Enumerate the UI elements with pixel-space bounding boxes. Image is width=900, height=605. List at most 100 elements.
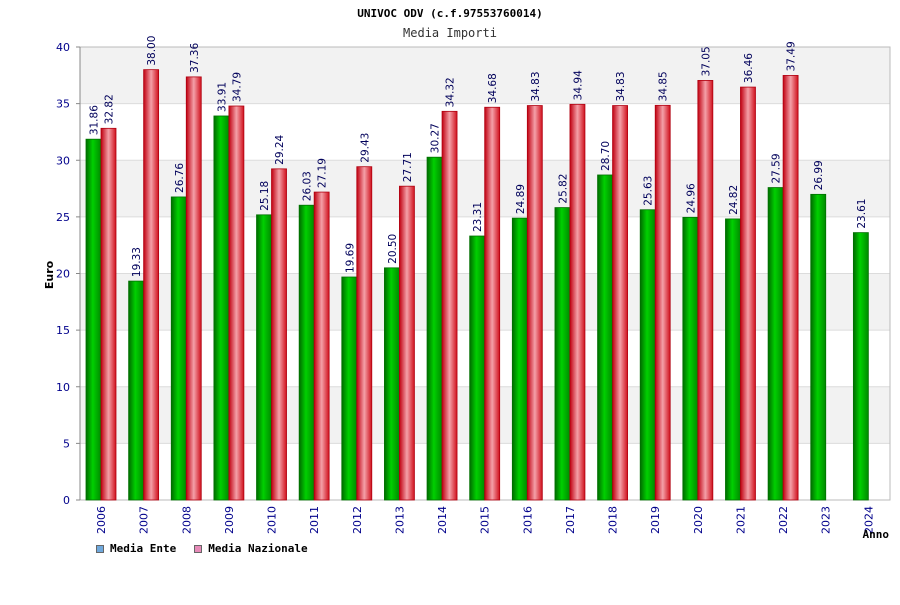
data-label: 37.49 bbox=[786, 41, 798, 71]
x-tick-label: 2019 bbox=[649, 506, 662, 534]
data-label: 27.59 bbox=[771, 153, 783, 183]
x-tick-label: 2014 bbox=[436, 506, 449, 534]
bar-media-nazionale bbox=[526, 105, 543, 501]
bar-media-ente bbox=[213, 115, 230, 501]
bar-media-nazionale bbox=[228, 105, 245, 501]
bar-media-nazionale bbox=[612, 105, 628, 501]
bar-media-ente bbox=[384, 267, 400, 501]
bar-media-nazionale bbox=[441, 110, 458, 501]
bar-media-nazionale bbox=[697, 80, 714, 501]
bars: 31.86 32.82 19.33 38.00 26.76 37.36 33.91 34.79… bbox=[85, 36, 869, 501]
bar-media-nazionale bbox=[143, 69, 160, 501]
x-tick-label: 2017 bbox=[564, 506, 577, 534]
data-label: 29.24 bbox=[274, 134, 286, 164]
x-tick-label: 2021 bbox=[734, 506, 747, 534]
data-label: 30.27 bbox=[430, 123, 442, 153]
data-label: 34.83 bbox=[530, 71, 542, 101]
x-tick-label: 2022 bbox=[777, 506, 790, 534]
data-label: 33.91 bbox=[216, 82, 228, 112]
bar-media-ente bbox=[128, 280, 145, 501]
y-tick-label: 35 bbox=[56, 98, 70, 111]
legend-swatch-media-ente bbox=[96, 544, 104, 553]
data-label: 34.32 bbox=[445, 77, 457, 107]
data-label: 23.31 bbox=[472, 202, 484, 232]
legend-label-media-nazionale: Media Nazionale bbox=[208, 542, 308, 555]
x-tick-label: 2020 bbox=[692, 506, 705, 534]
bar-media-nazionale bbox=[569, 103, 586, 501]
x-tick-label: 2007 bbox=[138, 506, 151, 534]
legend: Media Ente Media Nazionale bbox=[96, 542, 308, 555]
data-label: 28.70 bbox=[600, 141, 612, 171]
bar-media-nazionale bbox=[100, 127, 117, 501]
x-tick-label: 2010 bbox=[266, 506, 279, 534]
x-tick-label: 2023 bbox=[820, 506, 833, 534]
data-label: 26.76 bbox=[174, 163, 186, 193]
data-label: 27.19 bbox=[317, 158, 329, 188]
data-label: 36.46 bbox=[743, 53, 755, 83]
data-label: 24.89 bbox=[515, 184, 527, 214]
x-tick-label: 2015 bbox=[479, 506, 492, 534]
x-tick-label: 2008 bbox=[180, 506, 193, 534]
data-label: 37.05 bbox=[700, 46, 712, 76]
bar-media-ente bbox=[298, 204, 315, 501]
bar-media-ente bbox=[767, 187, 784, 501]
x-tick-label: 2006 bbox=[95, 506, 108, 534]
x-tick-label: 2011 bbox=[308, 506, 321, 534]
data-label: 24.96 bbox=[685, 183, 697, 213]
bar-media-nazionale bbox=[740, 86, 756, 501]
bar-media-nazionale bbox=[782, 75, 799, 501]
bar-media-ente bbox=[256, 214, 272, 501]
bar-media-nazionale bbox=[271, 168, 287, 501]
bar-media-ente bbox=[725, 218, 741, 501]
data-label: 20.50 bbox=[387, 234, 399, 264]
bar-media-ente bbox=[682, 216, 699, 501]
bar-media-ente bbox=[426, 156, 443, 501]
y-tick-label: 0 bbox=[63, 494, 70, 507]
bar-media-nazionale bbox=[484, 106, 501, 501]
data-label: 34.94 bbox=[572, 70, 584, 100]
y-axis-label: Euro bbox=[43, 260, 56, 289]
data-label: 32.82 bbox=[104, 94, 116, 124]
bar-media-nazionale bbox=[313, 191, 330, 501]
y-tick-label: 10 bbox=[56, 381, 70, 394]
data-label: 24.82 bbox=[728, 185, 740, 215]
bar-media-ente bbox=[852, 232, 869, 501]
x-tick-label: 2009 bbox=[223, 506, 236, 534]
chart-subtitle: Media Importi bbox=[403, 26, 497, 40]
bar-media-ente bbox=[469, 235, 486, 501]
bar-media-ente bbox=[511, 217, 528, 501]
data-label: 27.71 bbox=[402, 152, 414, 182]
y-tick-label: 30 bbox=[56, 154, 70, 167]
data-label: 19.33 bbox=[131, 247, 143, 277]
data-label: 31.86 bbox=[89, 105, 101, 135]
data-label: 25.18 bbox=[259, 181, 271, 211]
x-tick-label: 2012 bbox=[351, 506, 364, 534]
x-axis-label: Anno bbox=[863, 528, 890, 541]
chart-title: UNIVOC ODV (c.f.97553760014) bbox=[357, 7, 542, 20]
bar-media-ente bbox=[639, 209, 656, 501]
data-label: 19.69 bbox=[344, 243, 356, 273]
bar-media-ente bbox=[597, 174, 613, 501]
data-label: 34.83 bbox=[615, 71, 627, 101]
y-tick-label: 25 bbox=[56, 211, 70, 224]
y-tick-label: 5 bbox=[63, 437, 70, 450]
data-label: 34.68 bbox=[487, 73, 499, 103]
y-tick-label: 40 bbox=[56, 41, 70, 54]
x-tick-label: 2013 bbox=[393, 506, 406, 534]
data-label: 34.85 bbox=[658, 71, 670, 101]
legend-item-media-nazionale: Media Nazionale bbox=[194, 542, 308, 555]
data-label: 25.82 bbox=[557, 174, 569, 204]
bar-media-ente bbox=[810, 193, 827, 501]
data-label: 26.99 bbox=[813, 160, 825, 190]
x-tick-label: 2024 bbox=[862, 506, 875, 534]
data-label: 23.61 bbox=[856, 199, 868, 229]
bar-media-ente bbox=[341, 276, 358, 501]
data-label: 25.63 bbox=[643, 176, 655, 206]
data-label: 26.03 bbox=[302, 171, 314, 201]
bar-media-nazionale bbox=[185, 76, 202, 501]
y-axis: 0 5 10 15 20 25 30 35 40 bbox=[56, 41, 81, 507]
legend-item-media-ente: Media Ente bbox=[96, 542, 176, 555]
x-axis: 2006 2007 2008 2009 2010 2011 2012 2013 2014 2015… bbox=[95, 506, 875, 534]
